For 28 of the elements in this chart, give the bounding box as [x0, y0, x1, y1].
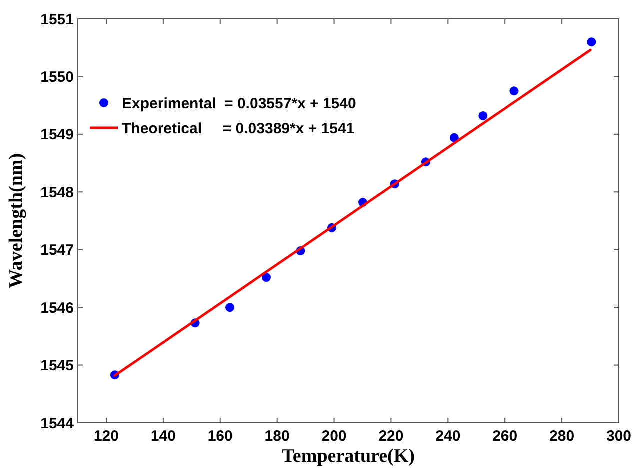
y-tick-label: 1547: [40, 242, 74, 260]
x-tick-label: 260: [492, 428, 518, 445]
point: [478, 111, 488, 120]
y-tick-label: 1551: [40, 11, 74, 28]
x-tick-label: 160: [208, 428, 233, 445]
point: [226, 303, 235, 312]
legend-label: Experimental = 0.03557*x + 1540: [122, 95, 356, 112]
legend-label: Theoretical = 0.03389*x + 1541: [122, 120, 355, 138]
point: [450, 133, 459, 142]
point: [510, 86, 519, 96]
x-tick-label: 300: [606, 428, 632, 445]
x-axis-title: Temperature(K): [282, 446, 415, 467]
point: [262, 273, 271, 282]
x-tick-label: 280: [550, 428, 575, 445]
y-tick-label: 1545: [40, 358, 74, 375]
y-tick-label: 1550: [40, 68, 74, 86]
x-tick-label: 140: [150, 428, 176, 445]
y-tick-label: 1549: [40, 126, 74, 144]
y-tick-label: 1548: [40, 184, 74, 202]
y-tick-label: 1544: [40, 415, 75, 432]
x-tick-label: 220: [378, 428, 404, 445]
y-axis-title: Wavelength(nm): [6, 153, 27, 289]
y-tick-label: 1546: [40, 300, 74, 317]
point: [587, 38, 596, 47]
x-tick-label: 240: [436, 428, 461, 445]
x-tick-label: 200: [322, 428, 347, 445]
x-tick-label: 120: [94, 428, 119, 445]
x-tick-label: 180: [264, 428, 290, 445]
